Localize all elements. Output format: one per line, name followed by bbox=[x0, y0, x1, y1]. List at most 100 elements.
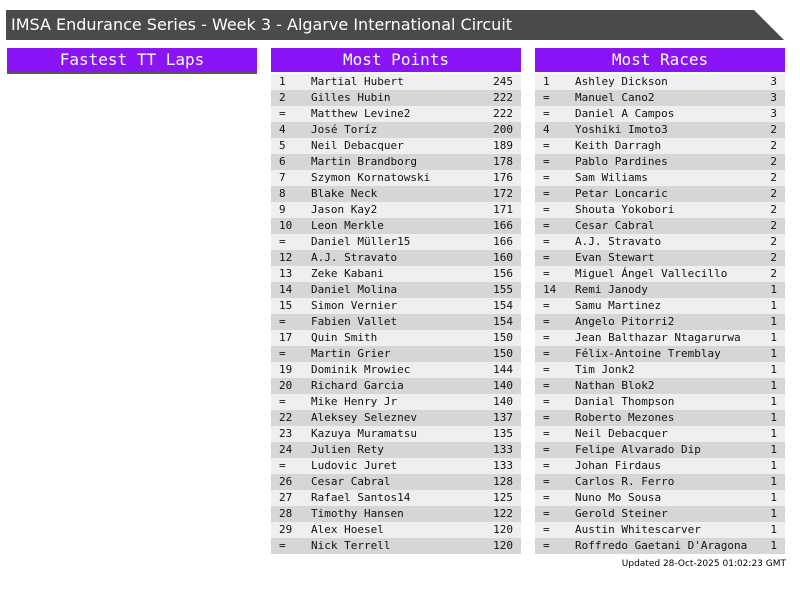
position: 13 bbox=[279, 267, 293, 280]
driver-name: Mike Henry Jr bbox=[311, 395, 398, 408]
stat-value: 2 bbox=[770, 267, 777, 280]
driver-name: Austin Whitescarver bbox=[575, 523, 701, 536]
position: 29 bbox=[279, 523, 293, 536]
position: 2 bbox=[279, 91, 286, 104]
position: = bbox=[543, 235, 550, 248]
stat-value: 2 bbox=[770, 203, 777, 216]
driver-name: Cesar Cabral bbox=[575, 219, 655, 232]
position: 5 bbox=[279, 139, 286, 152]
leaderboard-row: = Roffredo Gaetani D'Aragona 1 bbox=[535, 538, 785, 554]
stat-value: 1 bbox=[770, 459, 777, 472]
position: = bbox=[543, 107, 550, 120]
leaderboard-row: = Pablo Pardines 2 bbox=[535, 154, 785, 170]
stat-value: 1 bbox=[770, 315, 777, 328]
stat-value: 128 bbox=[493, 475, 513, 488]
position: = bbox=[543, 139, 550, 152]
stat-value: 133 bbox=[493, 443, 513, 456]
stat-value: 2 bbox=[770, 219, 777, 232]
leaderboard-row: = Jean Balthazar Ntagarurwa 1 bbox=[535, 330, 785, 346]
stat-value: 2 bbox=[770, 187, 777, 200]
leaderboard-row: = Evan Stewart 2 bbox=[535, 250, 785, 266]
stat-value: 156 bbox=[493, 267, 513, 280]
leaderboard-row: = Manuel Cano2 3 bbox=[535, 90, 785, 106]
leaderboard-row: = Carlos R. Ferro 1 bbox=[535, 474, 785, 490]
stat-value: 1 bbox=[770, 427, 777, 440]
panel: Fastest TT Laps bbox=[7, 48, 257, 74]
leaderboard-row: 29 Alex Hoesel 120 bbox=[271, 522, 521, 538]
driver-name: Aleksey Seleznev bbox=[311, 411, 417, 424]
leaderboard-row: = Nathan Blok2 1 bbox=[535, 378, 785, 394]
driver-name: Leon Merkle bbox=[311, 219, 384, 232]
driver-name: Szymon Kornatowski bbox=[311, 171, 431, 184]
position: 17 bbox=[279, 331, 293, 344]
position: = bbox=[279, 315, 286, 328]
leaderboard-row: = Matthew Levine2 222 bbox=[271, 106, 521, 122]
driver-name: Danial Thompson bbox=[575, 395, 675, 408]
driver-name: Fabien Vallet bbox=[311, 315, 398, 328]
leaderboard-row: = Johan Firdaus 1 bbox=[535, 458, 785, 474]
driver-name: Nathan Blok2 bbox=[575, 379, 655, 392]
position: 19 bbox=[279, 363, 293, 376]
updated-time: Updated 28-Oct-2025 01:02:23 GMT bbox=[621, 559, 786, 569]
leaderboard-row: = Austin Whitescarver 1 bbox=[535, 522, 785, 538]
leaderboard-row: 4 José Toríz 200 bbox=[271, 122, 521, 138]
stat-value: 176 bbox=[493, 171, 513, 184]
leaderboard-row: = Daniel Müller15 166 bbox=[271, 234, 521, 250]
position: = bbox=[279, 347, 286, 360]
stat-value: 1 bbox=[770, 523, 777, 536]
stat-value: 222 bbox=[493, 107, 513, 120]
leaderboard-row: 24 Julien Rety 133 bbox=[271, 442, 521, 458]
stat-value: 1 bbox=[770, 411, 777, 424]
position: = bbox=[543, 475, 550, 488]
driver-name: Daniel Müller15 bbox=[311, 235, 411, 248]
driver-name: Julien Rety bbox=[311, 443, 384, 456]
driver-name: Neil Debacquer bbox=[575, 427, 668, 440]
stat-value: 166 bbox=[493, 235, 513, 248]
stat-value: 150 bbox=[493, 347, 513, 360]
leaderboard-row: 9 Jason Kay2 171 bbox=[271, 202, 521, 218]
driver-name: Shouta Yokobori bbox=[575, 203, 675, 216]
position: = bbox=[543, 347, 550, 360]
leaderboard-row: = A.J. Stravato 2 bbox=[535, 234, 785, 250]
stat-value: 122 bbox=[493, 507, 513, 520]
leaderboard-row: = Cesar Cabral 2 bbox=[535, 218, 785, 234]
driver-name: Jason Kay2 bbox=[311, 203, 378, 216]
position: 9 bbox=[279, 203, 286, 216]
leaderboard-row: 2 Gilles Hubin 222 bbox=[271, 90, 521, 106]
position: = bbox=[543, 459, 550, 472]
leaderboard-row: 4 Yoshiki Imoto3 2 bbox=[535, 122, 785, 138]
position: 10 bbox=[279, 219, 293, 232]
stat-value: 160 bbox=[493, 251, 513, 264]
stat-value: 150 bbox=[493, 331, 513, 344]
leaderboard-row: = Miguel Ángel Vallecillo 2 bbox=[535, 266, 785, 282]
position: 26 bbox=[279, 475, 293, 488]
position: = bbox=[279, 235, 286, 248]
leaderboard-row: 22 Aleksey Seleznev 137 bbox=[271, 410, 521, 426]
stat-value: 2 bbox=[770, 155, 777, 168]
stat-value: 3 bbox=[770, 75, 777, 88]
position: 6 bbox=[279, 155, 286, 168]
stat-value: 189 bbox=[493, 139, 513, 152]
position: 14 bbox=[543, 283, 557, 296]
driver-name: Zeke Kabani bbox=[311, 267, 384, 280]
driver-name: Gilles Hubin bbox=[311, 91, 391, 104]
stat-value: 1 bbox=[770, 283, 777, 296]
position: = bbox=[543, 395, 550, 408]
position: 15 bbox=[279, 299, 293, 312]
driver-name: Keith Darragh bbox=[575, 139, 662, 152]
position: = bbox=[279, 107, 286, 120]
leaderboard-row: 19 Dominik Mrowiec 144 bbox=[271, 362, 521, 378]
driver-name: Ashley Dickson bbox=[575, 75, 668, 88]
header-bar bbox=[6, 10, 784, 40]
position: 28 bbox=[279, 507, 293, 520]
leaderboard-row: = Petar Loncaric 2 bbox=[535, 186, 785, 202]
position: 20 bbox=[279, 379, 293, 392]
position: 4 bbox=[543, 123, 550, 136]
driver-name: Johan Firdaus bbox=[575, 459, 662, 472]
driver-name: Martin Grier bbox=[311, 347, 391, 360]
driver-name: Dominik Mrowiec bbox=[311, 363, 411, 376]
panel: Most Points 1 Martial Hubert 245 2 Gilles Hub… bbox=[271, 48, 521, 554]
driver-name: Gerold Steiner bbox=[575, 507, 668, 520]
stat-value: 2 bbox=[770, 235, 777, 248]
